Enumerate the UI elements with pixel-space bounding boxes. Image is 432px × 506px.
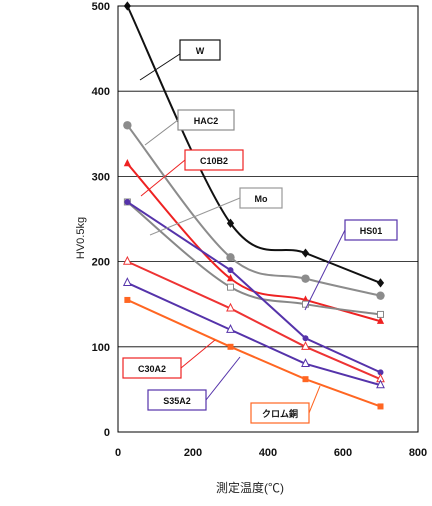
y-tick-label: 300 bbox=[92, 171, 110, 183]
callout-leader bbox=[308, 385, 321, 414]
callout-box bbox=[239, 187, 283, 209]
callout-label: HAC2 bbox=[194, 116, 219, 126]
data-point-5 bbox=[301, 341, 310, 350]
series-line-3 bbox=[126, 201, 381, 316]
data-point-3 bbox=[227, 283, 234, 291]
data-point-4 bbox=[227, 267, 234, 274]
x-axis-label: 測定温度(℃) bbox=[216, 480, 284, 495]
data-point-7 bbox=[377, 403, 384, 410]
data-point-3 bbox=[302, 300, 309, 308]
callout-leader bbox=[205, 356, 241, 401]
series-line-4 bbox=[126, 201, 381, 374]
data-point-0 bbox=[376, 278, 385, 288]
callout-leader bbox=[144, 119, 179, 146]
callout-leader bbox=[180, 339, 216, 369]
x-tick-label: 800 bbox=[409, 447, 427, 459]
data-point-6 bbox=[122, 277, 132, 286]
data-point-1 bbox=[123, 121, 132, 130]
data-point-6 bbox=[301, 358, 310, 367]
callout-leader bbox=[304, 229, 346, 311]
y-tick-label: 0 bbox=[104, 427, 110, 439]
x-tick-label: 200 bbox=[184, 447, 202, 459]
series-line-6 bbox=[126, 281, 381, 387]
callout-label: Mo bbox=[255, 194, 268, 204]
series-line-0 bbox=[126, 5, 381, 284]
data-point-7 bbox=[124, 296, 131, 303]
data-point-2 bbox=[123, 159, 131, 167]
data-point-7 bbox=[227, 343, 234, 350]
callout-box bbox=[179, 39, 221, 61]
data-point-0 bbox=[301, 248, 310, 258]
data-point-4 bbox=[377, 369, 384, 376]
data-point-4 bbox=[124, 198, 131, 205]
callout-leader bbox=[139, 49, 187, 81]
callout-box bbox=[147, 389, 207, 411]
plot-frame bbox=[117, 5, 419, 433]
callout-label: HS01 bbox=[360, 226, 383, 236]
callout-box bbox=[250, 402, 310, 424]
data-point-1 bbox=[301, 274, 310, 283]
y-tick-label: 100 bbox=[92, 342, 110, 354]
data-point-2 bbox=[376, 316, 385, 324]
data-point-4 bbox=[302, 335, 309, 342]
callout-label: C10B2 bbox=[200, 156, 228, 166]
callout-label: C30A2 bbox=[138, 364, 166, 374]
x-tick-label: 600 bbox=[334, 447, 352, 459]
series-line-7 bbox=[126, 299, 381, 408]
data-point-5 bbox=[122, 255, 132, 265]
series-line-5 bbox=[126, 260, 381, 381]
x-tick-label: 400 bbox=[259, 447, 277, 459]
callout-leader bbox=[140, 159, 186, 197]
callout-box bbox=[344, 219, 398, 241]
data-point-3 bbox=[377, 310, 384, 318]
callout-label: S35A2 bbox=[163, 396, 191, 406]
data-point-1 bbox=[376, 291, 385, 300]
y-tick-label: 400 bbox=[92, 86, 110, 98]
data-point-1 bbox=[226, 253, 235, 262]
data-point-5 bbox=[226, 302, 235, 312]
y-tick-label: 200 bbox=[92, 257, 110, 269]
data-point-6 bbox=[376, 379, 385, 389]
callout-box bbox=[177, 109, 235, 131]
y-tick-label: 500 bbox=[92, 1, 110, 13]
callout-box bbox=[122, 357, 182, 379]
callout-label: W bbox=[196, 46, 205, 56]
data-point-2 bbox=[226, 274, 235, 282]
callout-label: クロム銅 bbox=[262, 408, 298, 419]
data-point-0 bbox=[226, 218, 235, 228]
data-point-7 bbox=[302, 376, 309, 383]
data-point-6 bbox=[226, 324, 235, 333]
y-axis-label: HV0.5kg bbox=[75, 217, 87, 259]
callout-leader bbox=[149, 197, 241, 236]
x-tick-label: 0 bbox=[115, 447, 121, 459]
callout-box bbox=[184, 149, 244, 171]
series-line-1 bbox=[126, 124, 381, 297]
